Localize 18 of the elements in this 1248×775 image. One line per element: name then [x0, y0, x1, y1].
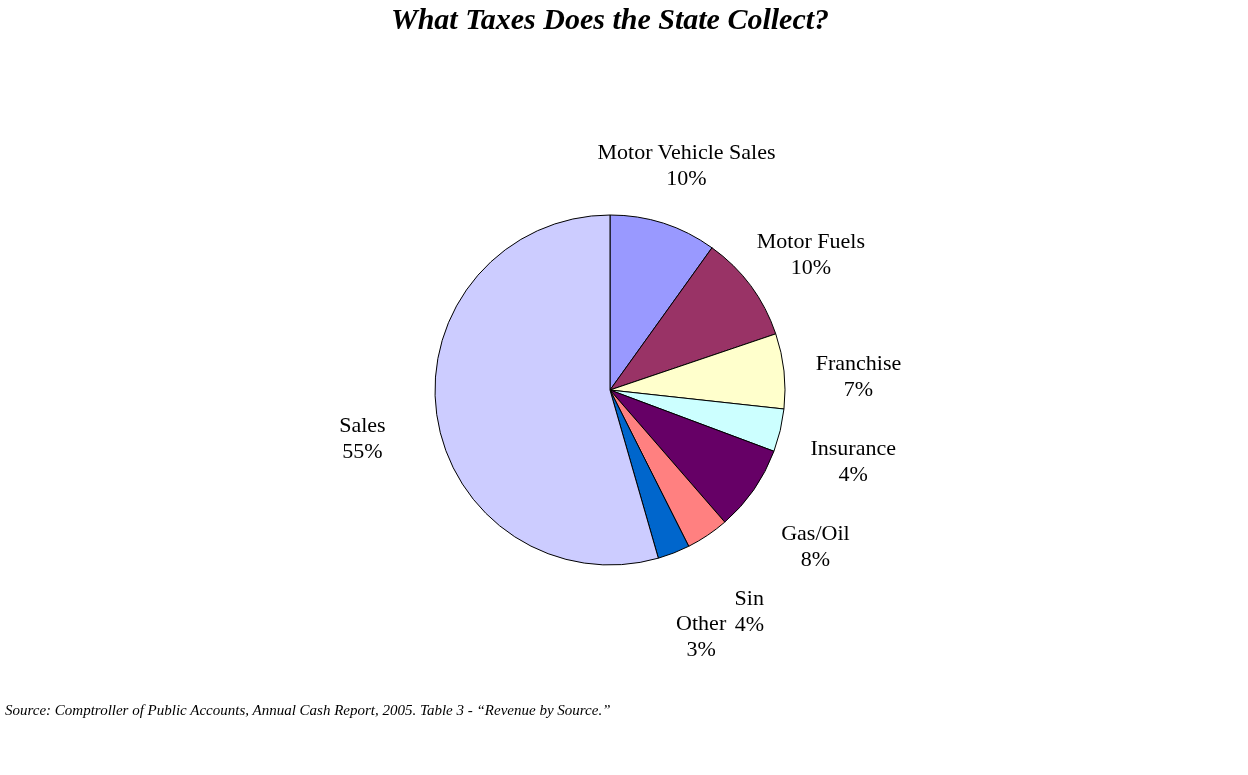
slice-label: Other	[676, 609, 727, 635]
slice-label: Gas/Oil	[781, 519, 850, 545]
chart-title: What Taxes Does the State Collect?	[390, 2, 830, 35]
slice-label: Motor Vehicle Sales	[597, 139, 776, 164]
data-label: 55%	[342, 437, 383, 463]
data-label: 7%	[843, 375, 874, 401]
slice-label: Sin	[734, 584, 764, 610]
data-label: 4%	[734, 610, 764, 636]
data-label: 4%	[838, 460, 868, 486]
source-note: Source: Comptroller of Public Accounts, Annual Cash Report, 2005. Table 3 - “Revenue by Source.”	[5, 702, 611, 718]
slice-label: Motor Fuels	[756, 228, 865, 254]
slice-label: Franchise	[815, 349, 902, 375]
data-label: 10%	[666, 165, 707, 190]
data-label: 10%	[790, 254, 832, 280]
slice-label: Sales	[339, 411, 386, 437]
data-label: 8%	[800, 545, 831, 571]
slice-label: Insurance	[810, 434, 896, 460]
data-label: 3%	[686, 635, 716, 661]
